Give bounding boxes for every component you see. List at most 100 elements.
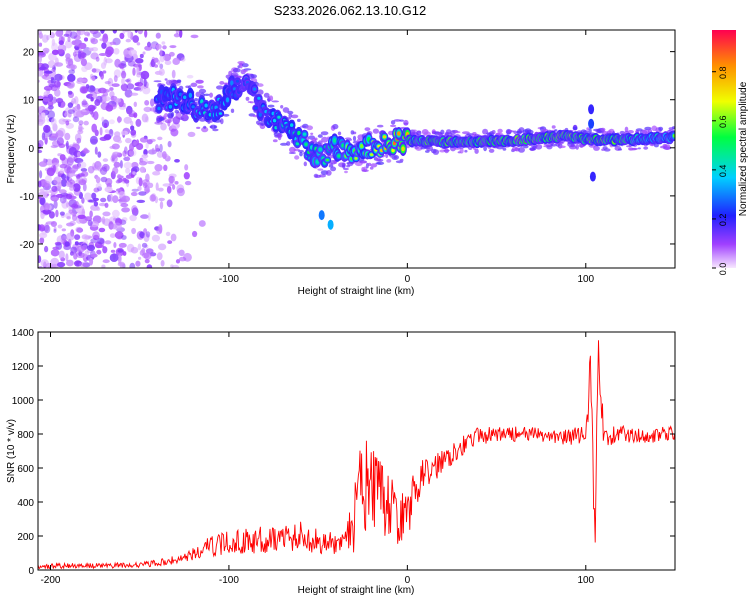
halo-blob [558, 145, 566, 149]
noise-blob [38, 32, 43, 39]
halo-blob [554, 129, 558, 132]
noise-blob [48, 105, 54, 110]
noise-blob [91, 123, 97, 133]
noise-blob [187, 131, 196, 137]
noise-blob [98, 53, 107, 56]
noise-blob [93, 201, 99, 207]
noise-blob [129, 143, 134, 152]
noise-blob [120, 130, 129, 136]
noise-blob [65, 56, 71, 65]
ridge-blob [168, 104, 173, 109]
x-tick-label: 100 [577, 274, 594, 285]
noise-blob [142, 86, 151, 95]
noise-blob [99, 127, 103, 136]
noise-blob [143, 228, 148, 234]
noise-blob [162, 183, 172, 187]
noise-blob [123, 116, 132, 124]
noise-blob [115, 218, 123, 226]
noise-blob [69, 31, 78, 39]
ridge-blob [183, 95, 187, 100]
noise-blob [91, 76, 96, 82]
halo-blob [643, 146, 649, 150]
noise-blob [156, 151, 164, 158]
noise-blob [67, 90, 73, 95]
noise-blob [148, 182, 154, 188]
noise-blob [140, 214, 149, 219]
noise-blob [154, 164, 163, 172]
noise-blob [138, 256, 142, 260]
noise-blob [113, 161, 121, 168]
halo-blob [518, 147, 525, 153]
noise-blob [49, 68, 56, 78]
noise-blob [132, 166, 140, 173]
noise-blob [66, 81, 75, 89]
noise-blob [141, 242, 148, 248]
noise-blob [46, 34, 50, 41]
noise-blob [83, 147, 88, 154]
halo-blob [220, 118, 224, 125]
noise-blob [169, 45, 177, 49]
noise-blob [45, 221, 55, 225]
noise-blob [57, 181, 62, 189]
noise-blob [76, 77, 84, 83]
halo-blob [159, 116, 165, 121]
halo-blob [372, 128, 379, 134]
noise-blob [51, 185, 58, 192]
halo-blob [377, 158, 384, 162]
halo-blob [198, 88, 207, 94]
halo-blob [459, 148, 464, 154]
noise-blob [170, 128, 179, 137]
noise-blob [76, 174, 81, 179]
noise-blob [103, 135, 112, 140]
noise-blob [154, 121, 163, 125]
halo-blob [194, 98, 199, 102]
noise-blob [47, 60, 56, 68]
noise-blob [122, 177, 127, 182]
colorbar-tick-label: 0.6 [718, 116, 728, 129]
x-tick-label: -100 [219, 575, 239, 586]
noise-blob [128, 150, 132, 157]
noise-blob [186, 74, 194, 79]
noise-blob [74, 241, 79, 246]
halo-blob [321, 136, 329, 143]
ridge-blob [188, 92, 193, 98]
noise-blob [61, 173, 67, 180]
halo-blob [294, 155, 300, 160]
noise-blob [51, 117, 57, 127]
noise-blob [155, 182, 159, 191]
noise-blob [94, 146, 98, 155]
halo-blob [257, 83, 264, 87]
noise-blob [48, 83, 55, 88]
noise-blob [64, 241, 70, 247]
halo-blob [223, 82, 229, 85]
noise-blob [130, 125, 135, 131]
ridge-blob [337, 154, 341, 158]
halo-blob [631, 147, 639, 150]
halo-blob [393, 155, 397, 159]
noise-blob [155, 32, 161, 39]
noise-blob [133, 101, 137, 108]
halo-blob [390, 120, 396, 125]
noise-blob [41, 132, 46, 141]
noise-blob [50, 196, 59, 201]
x-tick-label: -200 [40, 575, 60, 586]
noise-blob [77, 151, 81, 158]
noise-blob [38, 51, 45, 56]
noise-blob [127, 60, 136, 67]
noise-blob [97, 151, 102, 158]
ridge-blob [327, 219, 334, 230]
noise-blob [136, 72, 142, 78]
noise-blob [65, 182, 71, 187]
noise-blob [163, 53, 172, 62]
noise-blob [74, 234, 81, 241]
noise-blob [84, 37, 88, 42]
halo-blob [672, 126, 675, 130]
noise-blob [117, 174, 121, 179]
halo-blob [201, 126, 209, 133]
noise-blob [166, 185, 172, 194]
noise-blob [55, 98, 64, 104]
noise-blob [81, 100, 88, 106]
noise-blob [139, 137, 149, 143]
noise-blob [102, 259, 110, 264]
